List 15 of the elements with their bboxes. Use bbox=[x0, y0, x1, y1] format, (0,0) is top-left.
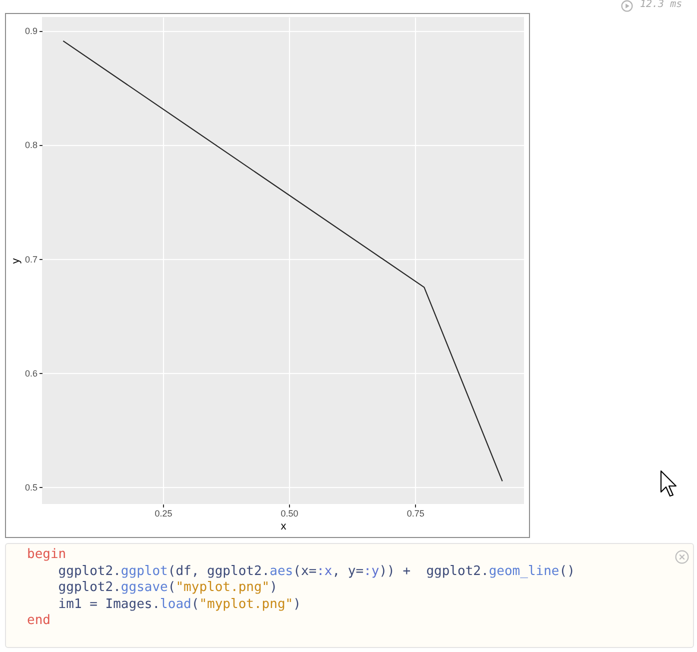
text: ggplot2.ggsave("myplot.png") bbox=[58, 580, 278, 596]
y-axis-title: y bbox=[10, 258, 22, 264]
x-tick-label: 0.50 bbox=[280, 508, 298, 518]
y-tick-label: 0.7 bbox=[24, 254, 38, 264]
x-axis-title: x bbox=[280, 520, 287, 532]
y-tick-label: 0.6 bbox=[24, 368, 38, 378]
y-tick-label: 0.8 bbox=[24, 140, 38, 150]
text: begin bbox=[27, 547, 66, 562]
text: ggplot2.ggplot(df, ggplot2.aes(x=:x, y=:y)) + ggplot2.geom_line() bbox=[58, 564, 575, 578]
y-tick-label: 0.9 bbox=[24, 26, 38, 36]
text: im1 = Images.load("myplot.png") bbox=[58, 596, 301, 613]
x-tick-label: 0.75 bbox=[406, 508, 424, 518]
text: end bbox=[27, 613, 50, 628]
x-tick-label: 0.25 bbox=[154, 508, 172, 518]
y-tick-label: 0.5 bbox=[24, 482, 38, 492]
